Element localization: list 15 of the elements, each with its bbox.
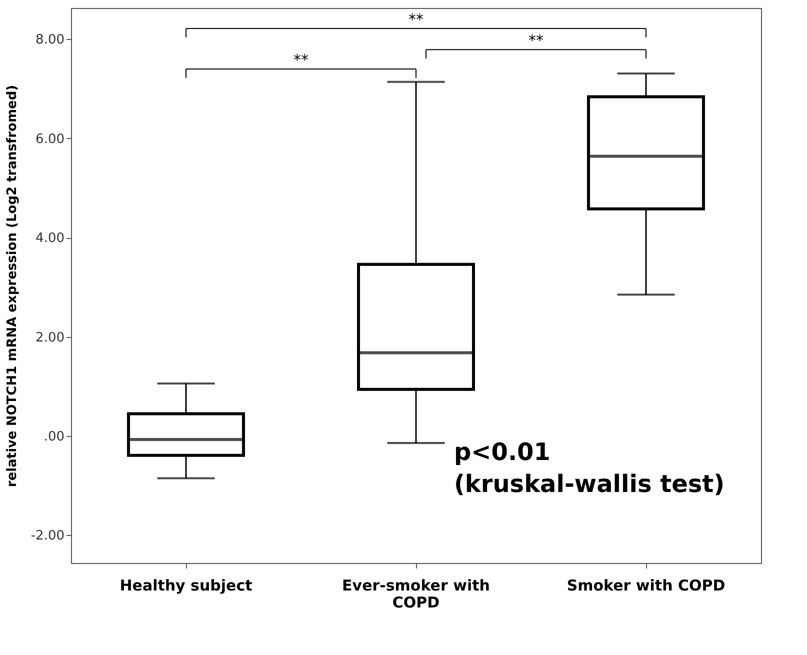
- y-tick-label: 6.00: [36, 132, 64, 147]
- x-tick-label: Ever-smoker with COPD: [342, 576, 490, 612]
- y-tick-label: 2.00: [36, 330, 64, 346]
- annotation: **: [294, 51, 309, 70]
- y-tick-label: .00: [44, 430, 64, 445]
- annotation: (kruskal-wallis test): [454, 470, 725, 498]
- y-axis-title: relative NOTCH1 mRNA expression (Log2 transfromed): [4, 84, 20, 488]
- annotation: **: [408, 10, 424, 29]
- y-tick-label: -2.00: [30, 528, 64, 544]
- y-tick-label: 4.00: [36, 231, 64, 246]
- y-tick-label: 8.00: [36, 32, 64, 48]
- annotation: p<0.01: [454, 438, 550, 466]
- annotation: **: [528, 32, 544, 50]
- x-tick-label: Healthy subject: [120, 576, 252, 594]
- x-tick-label: Smoker with COPD: [566, 576, 726, 594]
